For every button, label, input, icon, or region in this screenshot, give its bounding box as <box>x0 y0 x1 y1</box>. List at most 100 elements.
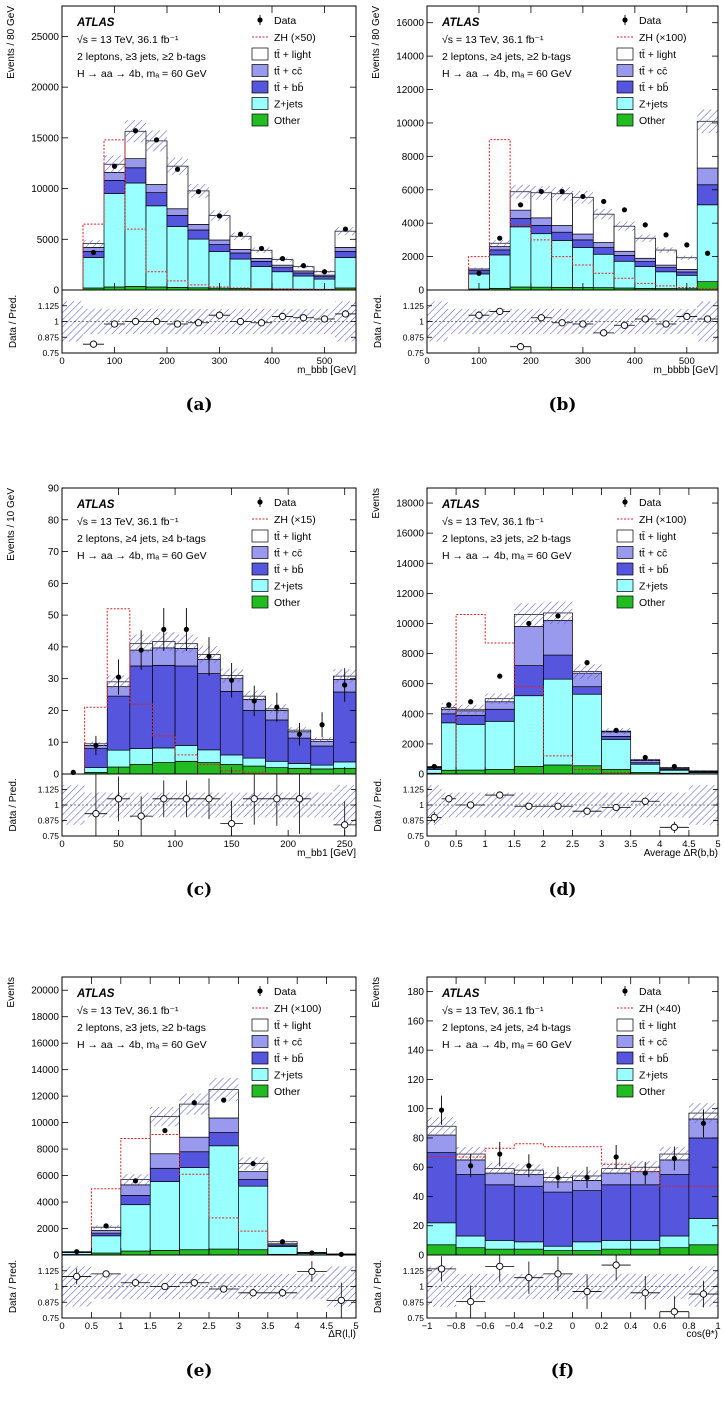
bar-zjets <box>513 1241 544 1250</box>
bar-other <box>152 762 176 775</box>
bar-zjets <box>572 1241 602 1251</box>
ratio-frame <box>426 773 719 837</box>
x-tick-label: 2.5 <box>566 839 579 850</box>
data-point <box>468 1163 474 1169</box>
data-point <box>300 263 307 269</box>
ratio-point <box>337 1296 345 1305</box>
bar-other <box>630 1248 661 1256</box>
y-tick-label: 0 <box>53 286 59 297</box>
legend-other-swatch <box>251 113 269 127</box>
bar-ttcc <box>634 257 656 262</box>
bar-ttbb <box>509 218 532 228</box>
atlas-label: ATLAS <box>76 988 115 1000</box>
ratio-y-tick-label: 1 <box>54 317 59 327</box>
ratio-panel: 0.75 0.875 1 1.125 Data / Pred. <box>8 1254 357 1323</box>
x-tick-label: −0.2 <box>534 1321 553 1332</box>
legend-ttbb-label: tt̄ + bb̄ <box>639 563 669 576</box>
bar-ttbb <box>265 719 289 762</box>
x-axis-label: cos(θ*) <box>686 1329 718 1340</box>
bar-zjets <box>82 257 105 289</box>
bar-ttbb <box>484 708 515 722</box>
ratio-point <box>699 1290 708 1298</box>
uncertainty-band <box>485 693 515 705</box>
data-point <box>103 1223 109 1229</box>
legend-data-label: Data <box>639 15 661 27</box>
data-point <box>555 613 561 619</box>
ratio-uncertainty-band <box>62 301 83 342</box>
data-point <box>111 163 118 169</box>
bar-zjets <box>509 226 532 288</box>
ratio-point <box>496 791 504 799</box>
legend-zjets-swatch <box>251 1068 269 1081</box>
bar-zjets <box>484 1240 515 1250</box>
legend-ttcc-label: tt̄ + cc̄ <box>274 65 302 77</box>
region-label: 2 leptons, ≥3 jets, ≥2 b-tags <box>77 1022 206 1034</box>
data-point <box>671 763 677 770</box>
data-point <box>250 1161 256 1167</box>
y-tick-label: 20 <box>48 706 60 717</box>
bar-other <box>124 286 147 291</box>
x-tick-label: 200 <box>159 356 175 367</box>
ratio-point <box>205 795 213 803</box>
bar-ttbb <box>634 261 656 267</box>
data-point <box>216 213 223 219</box>
bar-zjets <box>124 182 147 287</box>
legend-zjets-swatch <box>251 579 269 592</box>
x-tick-label: 1 <box>483 839 488 850</box>
data-point <box>497 1151 503 1157</box>
legend-ttcc-label: tt̄ + cc̄ <box>274 547 302 559</box>
ratio-y-tick-label: 1.125 <box>403 1266 425 1276</box>
legend: Data ZH (×15) tt̄ + light tt̄ + cc̄ tt̄ + bb… <box>251 497 316 609</box>
signal-line <box>62 608 356 775</box>
bar-zjets <box>572 693 602 767</box>
process-label: H → aa → 4b, mₐ = 60 GeV <box>442 68 572 80</box>
x-tick-label: 2 <box>177 1321 182 1332</box>
data-point <box>497 235 503 241</box>
ratio-point <box>92 810 100 818</box>
data-point <box>74 1249 80 1255</box>
bar-other <box>426 1244 457 1256</box>
ratio-point <box>600 329 608 337</box>
legend-ttcc-swatch <box>251 1035 269 1048</box>
chart-panel: 0 5000 10000 15000 20000 25000 0 100 200 300 400 50… <box>6 5 357 415</box>
x-tick-label: 100 <box>471 356 487 367</box>
ratio-panel: 0.75 0.875 1 1.125 Data / Pred. <box>373 773 719 841</box>
x-tick-label: 0 <box>424 839 429 850</box>
data-point <box>705 250 711 256</box>
bar-other <box>129 764 153 775</box>
data-point <box>296 731 303 737</box>
x-tick-label: 5 <box>715 839 720 850</box>
ratio-y-tick-label: 0.875 <box>403 332 425 342</box>
y-tick-label: 160 <box>407 1016 424 1027</box>
bar-other <box>601 1248 632 1256</box>
ratio-y-tick-label: 1 <box>419 800 424 810</box>
bar-ttbb <box>455 714 486 725</box>
legend-zjets-swatch <box>616 97 634 110</box>
y-tick-label: 25000 <box>31 32 59 43</box>
bar-ttcc <box>489 246 511 251</box>
ratio-uncertainty-band <box>447 308 469 335</box>
x-tick-label: 500 <box>317 356 333 367</box>
x-axis-label: Average ΔR(b,b) <box>644 848 718 859</box>
ratio-point <box>466 1297 475 1306</box>
legend-ttlight-swatch <box>616 47 634 61</box>
bar-ttbb <box>129 665 153 749</box>
data-point <box>90 249 97 256</box>
bar-zjets <box>229 258 252 289</box>
bar-ttbb <box>219 691 244 756</box>
y-tick-label: 14000 <box>31 1065 59 1076</box>
bar-zjets <box>613 260 636 289</box>
x-tick-label: 200 <box>523 356 539 367</box>
ratio-point <box>278 1289 287 1297</box>
ratio-point <box>227 819 236 828</box>
x-tick-label: 1.5 <box>144 1321 157 1332</box>
x-tick-label: 200 <box>280 839 296 850</box>
ratio-y-axis-label: Data / Pred. <box>373 1260 384 1313</box>
energy-lumi-label: √s = 13 TeV, 36.1 fb⁻¹ <box>77 34 179 46</box>
uncertainty-band <box>485 1162 515 1175</box>
ratio-y-tick-label: 0.75 <box>42 348 59 358</box>
legend-signal-label: ZH (×100) <box>639 514 687 526</box>
ratio-point <box>73 1272 81 1281</box>
chart-panel: 0 10 20 30 40 50 60 70 80 90 0 50 100 150 200 250 Events… <box>6 484 357 900</box>
y-tick-label: 14000 <box>396 559 424 570</box>
